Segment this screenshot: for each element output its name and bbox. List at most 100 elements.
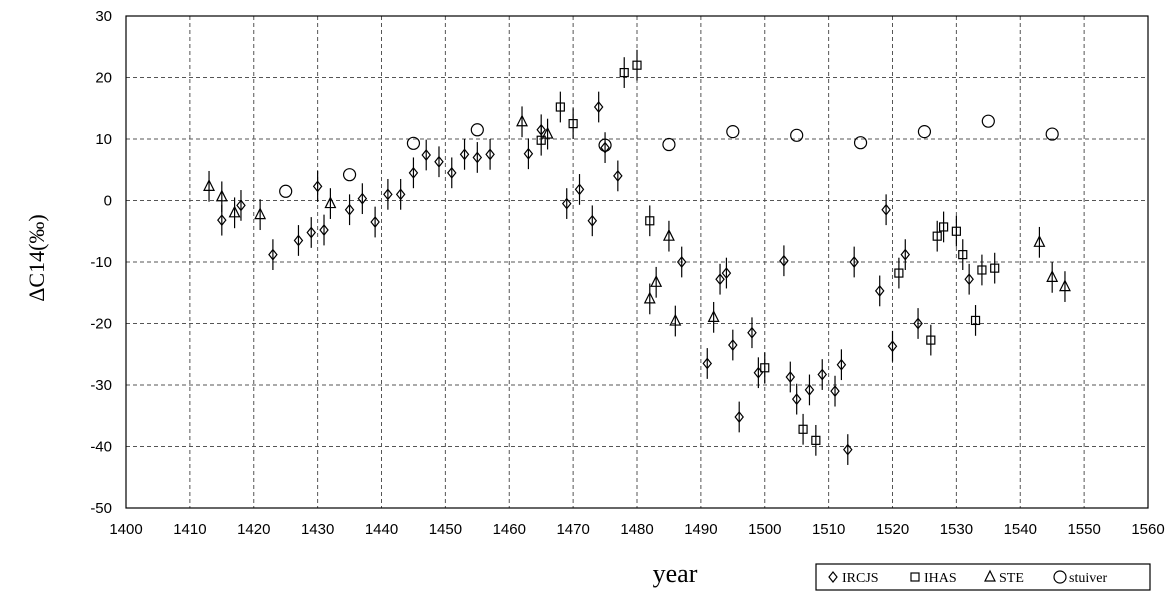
x-tick-label: 1540: [1004, 521, 1037, 538]
data-point-diamond: [849, 256, 859, 268]
x-tick-label: 1460: [493, 521, 526, 538]
data-point-diamond: [715, 273, 725, 286]
x-tick-label: 1530: [940, 521, 973, 538]
data-point-diamond: [459, 148, 470, 161]
data-point-square: [951, 226, 961, 236]
data-point-diamond: [587, 214, 598, 227]
y-tick-label: -10: [90, 254, 112, 271]
x-tick-label: 1490: [684, 521, 717, 538]
data-point-square: [811, 435, 821, 445]
x-tick-label: 1480: [620, 521, 653, 538]
data-point-square: [632, 60, 642, 70]
data-point-square: [760, 363, 770, 373]
data-point-diamond: [613, 169, 623, 182]
data-point-diamond: [913, 317, 923, 330]
data-point-diamond: [383, 188, 393, 201]
data-point-diamond: [881, 203, 891, 216]
data-point-square: [970, 315, 981, 326]
data-point-diamond: [600, 141, 610, 154]
data-point-diamond: [843, 443, 853, 456]
data-point-triangle: [707, 310, 720, 322]
data-point-circle: [790, 128, 804, 142]
x-tick-label: 1510: [812, 521, 845, 538]
x-tick-label: 1440: [365, 521, 398, 538]
data-point-square: [938, 222, 949, 232]
data-point-diamond: [804, 383, 815, 396]
x-axis-title: year: [653, 559, 698, 588]
data-point-diamond: [236, 199, 246, 212]
data-point-diamond: [319, 224, 329, 236]
data-point-diamond: [734, 411, 744, 423]
data-point-triangle: [215, 189, 228, 202]
data-point-circle: [470, 123, 484, 137]
x-tick-label: 1470: [556, 521, 589, 538]
data-point-square: [990, 263, 1000, 273]
data-point-square: [645, 216, 655, 226]
data-point-triangle: [1046, 270, 1059, 282]
data-point-triangle: [254, 207, 267, 220]
data-point-diamond: [485, 148, 495, 161]
data-point-square: [619, 67, 629, 78]
data-point-triangle: [1058, 279, 1071, 292]
legend-marker-circle: [1053, 570, 1067, 584]
y-tick-label: -50: [90, 500, 112, 517]
data-point-triangle: [228, 205, 241, 218]
legend-label: IRCJS: [842, 571, 879, 586]
y-tick-label: 10: [95, 131, 112, 148]
data-point-square: [536, 135, 546, 145]
data-point-square: [958, 250, 968, 260]
data-point-diamond: [900, 248, 911, 261]
x-tick-label: 1400: [109, 521, 142, 538]
data-point-circle: [406, 136, 421, 150]
data-point-triangle: [203, 179, 216, 191]
y-tick-label: -40: [90, 439, 112, 456]
data-point-diamond: [964, 273, 974, 286]
data-point-circle: [598, 138, 612, 152]
legend-label: IHAS: [924, 571, 957, 586]
x-tick-label: 1430: [301, 521, 334, 538]
series-ihas: [536, 49, 1000, 456]
data-point-circle: [279, 184, 293, 198]
x-tick-label: 1560: [1131, 521, 1164, 538]
data-point-diamond: [446, 166, 457, 179]
data-point-diamond: [721, 267, 732, 280]
data-point-diamond: [357, 192, 368, 205]
data-point-circle: [981, 114, 995, 128]
series-ircjs: [217, 91, 974, 465]
data-point-diamond: [523, 147, 534, 160]
y-tick-label: 0: [104, 193, 112, 210]
data-point-square: [798, 424, 808, 434]
data-point-diamond: [472, 151, 483, 164]
data-point-diamond: [217, 214, 227, 227]
legend-marker-triangle: [984, 569, 996, 582]
legend-label: stuiver: [1069, 571, 1107, 586]
data-point-diamond: [702, 357, 713, 370]
x-tick-label: 1410: [173, 521, 206, 538]
data-point-square: [894, 268, 904, 278]
series-ste: [203, 106, 1071, 337]
data-point-diamond: [817, 368, 828, 381]
y-tick-label: 30: [95, 8, 112, 25]
data-point-triangle: [643, 291, 656, 304]
data-point-diamond: [593, 101, 604, 113]
data-point-diamond: [728, 339, 738, 351]
data-point-square: [977, 265, 987, 275]
legend: IRCJS IHAS STE stuiver: [815, 563, 1151, 591]
data-point-diamond: [421, 149, 431, 161]
legend-box: [815, 563, 1151, 591]
data-point-diamond: [747, 326, 757, 339]
y-tick-labels: -50 -40 -30 -20 -10 0 10 20 30: [90, 8, 112, 517]
data-point-triangle: [669, 313, 682, 326]
x-tick-label: 1550: [1067, 521, 1100, 538]
data-point-diamond: [779, 254, 789, 267]
data-point-triangle: [541, 126, 554, 139]
data-point-diamond: [836, 358, 847, 371]
data-point-diamond: [293, 234, 304, 247]
data-point-triangle: [650, 274, 663, 287]
x-tick-labels: 1400 1410 1420 1430 1440 1450 1460 1470 1480 1490…: [109, 521, 1164, 538]
data-point-diamond: [344, 203, 355, 216]
y-tick-label: 20: [95, 70, 112, 87]
data-point-circle: [662, 137, 676, 152]
legend-marker-square: [910, 572, 920, 582]
data-point-circle: [726, 125, 740, 139]
